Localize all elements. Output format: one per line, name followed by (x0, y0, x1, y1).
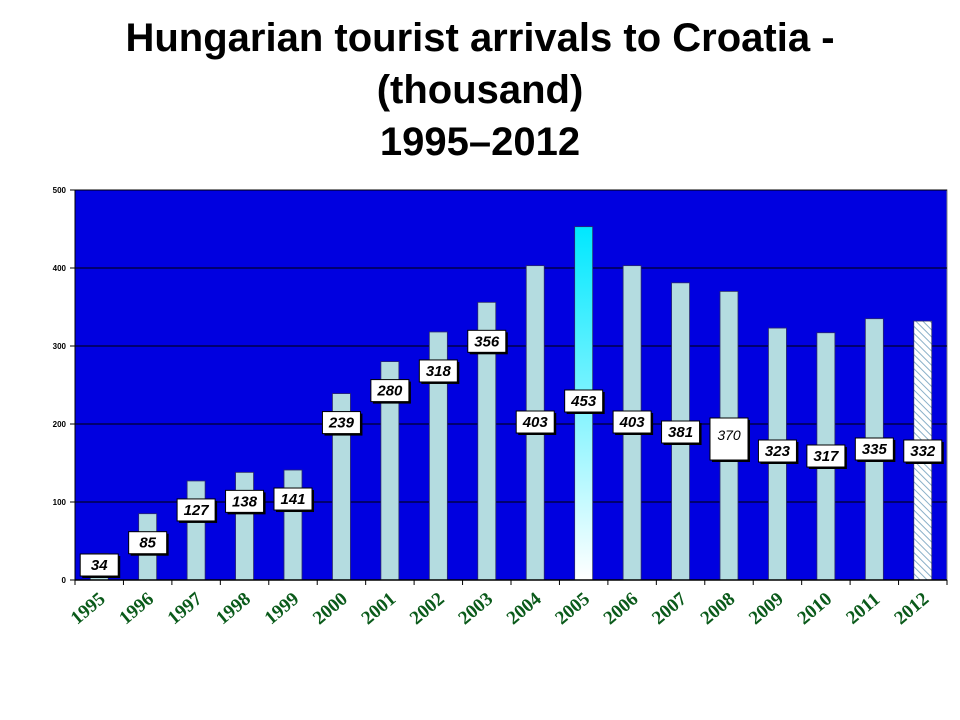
x-category-label: 2004 (503, 588, 546, 629)
bar (186, 480, 206, 581)
y-tick-label: 200 (53, 420, 67, 429)
x-category-label: 2000 (309, 589, 352, 630)
data-label-text: 280 (376, 383, 403, 400)
x-category-label: 2001 (358, 589, 401, 630)
x-category-label: 2006 (600, 589, 643, 630)
data-label-text: 317 (813, 448, 839, 465)
data-label: 280 (370, 379, 411, 404)
data-label: 239 (321, 411, 363, 436)
data-label-text: 403 (522, 414, 549, 431)
data-label-text: 239 (328, 415, 355, 432)
x-category-label: 1998 (212, 589, 255, 630)
x-category-label: 1997 (164, 588, 207, 629)
x-category-label: 2002 (406, 589, 449, 630)
data-label-text: 127 (184, 502, 210, 519)
x-category-label: 2011 (842, 589, 884, 629)
data-label-box (225, 489, 265, 513)
data-label: 85 (128, 531, 169, 556)
data-label-box (903, 439, 943, 463)
data-label: 138 (225, 489, 266, 515)
data-label-box (806, 444, 846, 468)
data-label-box (467, 329, 507, 353)
data-label-text: 356 (474, 333, 500, 350)
bar (235, 471, 254, 581)
data-label-text: 381 (668, 424, 693, 441)
data-label: 141 (273, 487, 314, 513)
x-category-label: 2012 (890, 589, 933, 630)
x-category-label: 1995 (67, 589, 110, 630)
x-category-label: 2005 (551, 589, 594, 630)
data-label-text: 332 (910, 443, 936, 460)
x-category-label: 2009 (745, 589, 788, 630)
bar (283, 469, 303, 581)
data-label: 127 (176, 498, 218, 523)
data-label-text: 34 (91, 557, 108, 574)
data-label: 323 (757, 439, 799, 464)
data-label-box (418, 359, 458, 383)
x-category-label: 2003 (454, 589, 497, 630)
chart-title: Hungarian tourist arrivals to Croatia - … (0, 12, 960, 168)
chart-title-line-1: Hungarian tourist arrivals to Croatia - (125, 16, 835, 60)
data-label: 318 (418, 359, 460, 384)
chart-title-line-2: (thousand) (376, 68, 584, 112)
data-label: 403 (515, 410, 557, 435)
y-tick-label: 500 (53, 186, 67, 195)
data-label-text: 453 (570, 393, 597, 410)
data-label: 381 (661, 420, 702, 445)
data-label: 370 (709, 417, 750, 462)
data-label: 332 (903, 439, 944, 464)
data-label-text: 85 (139, 535, 156, 552)
data-label-text: 141 (280, 491, 305, 508)
data-label-text: 318 (426, 363, 452, 380)
plot-area (74, 189, 948, 581)
data-label-box (515, 410, 555, 434)
chart-title-line-3: 1995–2012 (379, 120, 581, 164)
data-label: 34 (79, 553, 121, 578)
data-label: 453 (564, 389, 605, 414)
data-label-box (321, 411, 361, 435)
x-category-label: 1996 (115, 589, 158, 630)
data-label-box (661, 420, 701, 444)
data-label-text: 335 (862, 441, 888, 458)
data-label: 356 (467, 329, 508, 355)
data-label-box (564, 389, 604, 413)
data-label-box (128, 531, 168, 555)
x-category-label: 1999 (261, 589, 304, 630)
data-label-box (273, 487, 313, 511)
x-category-label: 2008 (697, 589, 740, 630)
data-label: 335 (854, 437, 896, 462)
y-tick-label: 300 (53, 342, 67, 351)
data-label: 317 (806, 444, 847, 469)
y-tick-label: 400 (53, 264, 67, 273)
x-category-label: 2010 (794, 589, 837, 630)
data-label-box (854, 437, 894, 461)
data-label: 403 (612, 410, 654, 435)
data-label-box (612, 410, 652, 434)
data-label-box (709, 417, 749, 461)
data-label-text: 403 (619, 414, 646, 431)
data-label-text: 370 (717, 427, 741, 443)
data-label-box (370, 379, 410, 403)
x-category-label: 2007 (648, 588, 691, 629)
data-label-box (176, 498, 216, 522)
y-tick-label: 0 (62, 576, 67, 585)
data-label-text: 138 (232, 493, 258, 510)
data-label-text: 323 (765, 443, 791, 460)
data-label-box (79, 553, 119, 577)
y-tick-label: 100 (53, 498, 67, 507)
data-label-box (757, 439, 797, 463)
